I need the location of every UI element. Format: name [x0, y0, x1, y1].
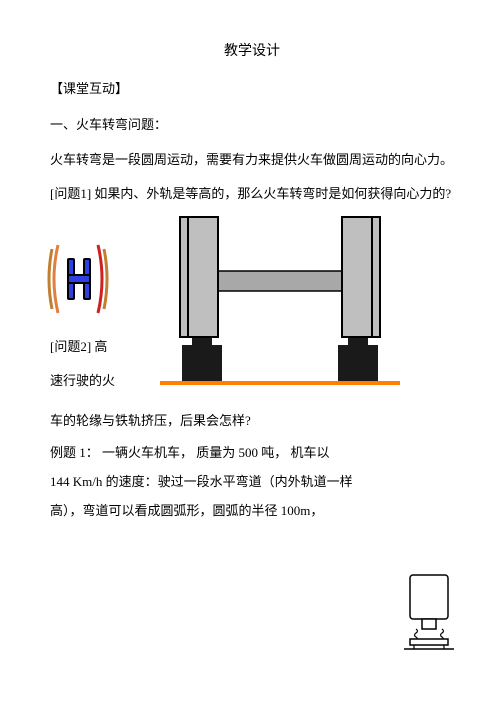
q1-label: [问题 — [50, 186, 80, 201]
wagon-side-icon — [402, 573, 456, 651]
ex-radius: 100m — [281, 503, 311, 518]
question-1: [问题1] 如果内、外轨是等高的，那么火车转弯时是如何获得向心力的? — [50, 180, 454, 209]
q2-text: ] 高 — [87, 339, 108, 354]
intro-para: 火车转弯是一段圆周运动，需要有力来提供火车做圆周运动的向心力。 — [50, 146, 454, 175]
question-2-line1: [问题2] 高 — [50, 333, 107, 362]
example-1: 例题 1： 一辆火车机车， 质量为 500 吨， 机车以 144 Km/h 的速… — [50, 439, 454, 525]
ex-mass: 500 — [239, 445, 259, 460]
axle-cross-section-diagram — [160, 211, 400, 389]
q1-text: ] 如果内、外轨是等高的，那么火车转弯时是如何获得向心力的? — [87, 186, 451, 201]
question-2-line2: 速行驶的火 — [50, 367, 115, 396]
sub-heading: 一、火车转弯问题： — [50, 111, 454, 140]
ex-text-b: 吨， 机车以 — [258, 445, 330, 460]
ex-speed: 144 Km/h — [50, 474, 102, 489]
question-2-line3: 车的轮缘与铁轨挤压，后果会怎样? — [50, 407, 454, 436]
section-heading: 【课堂互动】 — [50, 78, 454, 97]
diagram-row: [问题2] 高 速行驶的火 — [50, 215, 454, 405]
page: 教学设计 【课堂互动】 一、火车转弯问题： 火车转弯是一段圆周运动，需要有力来提… — [0, 0, 504, 713]
ex-text-a: ： 一辆火车机车， 质量为 — [86, 445, 239, 460]
page-title: 教学设计 — [50, 40, 454, 60]
ex-text-d: ， — [310, 503, 323, 518]
ex-label: 例题 — [50, 445, 79, 460]
q2-label: [问题 — [50, 339, 80, 354]
wheel-rail-icon — [46, 241, 110, 317]
